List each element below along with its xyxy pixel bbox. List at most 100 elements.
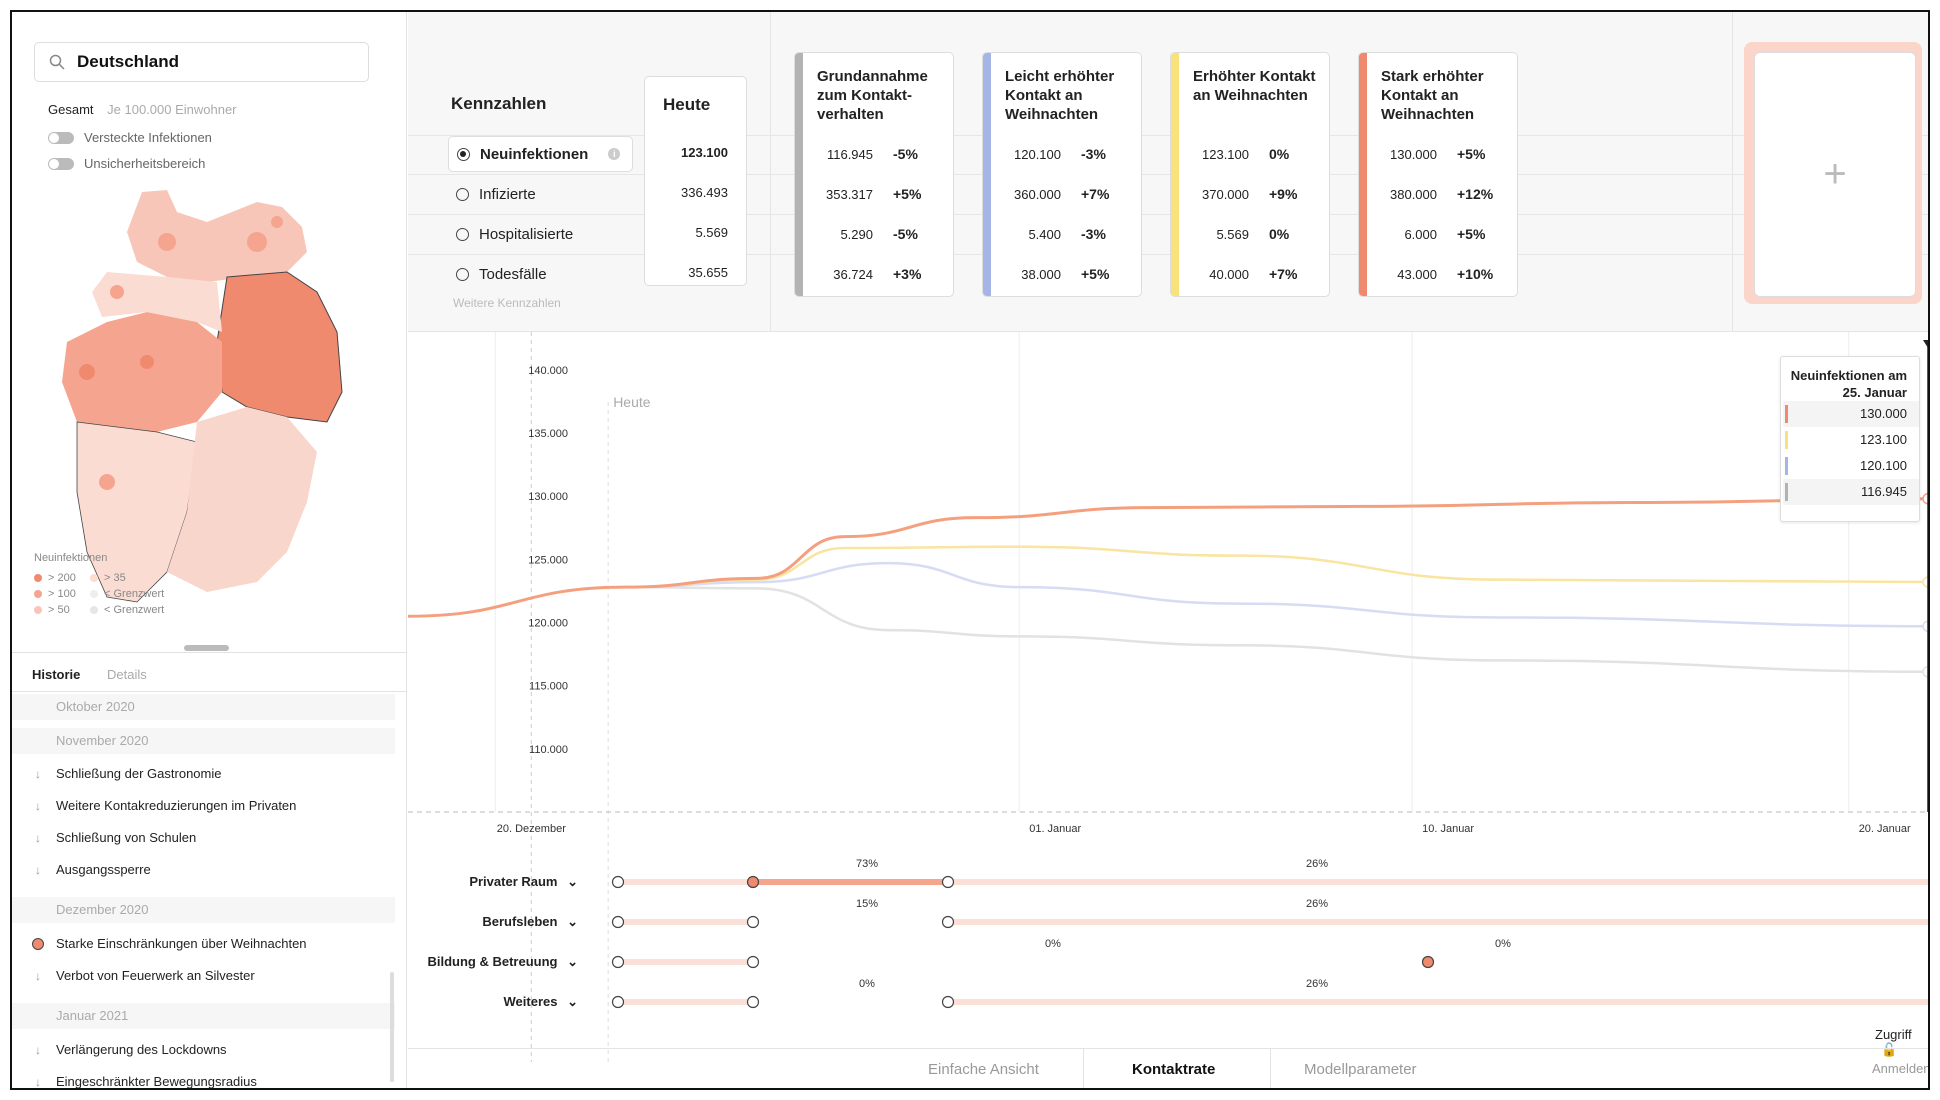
contact-handle[interactable] bbox=[746, 955, 760, 969]
list-item[interactable]: ↓ Schließung der Gastronomie bbox=[32, 766, 221, 781]
scenario-value: 380.000 bbox=[1390, 187, 1437, 202]
series-end-point[interactable] bbox=[1922, 666, 1930, 678]
access-button[interactable]: Zugriff 🔓 bbox=[1875, 1027, 1928, 1058]
contact-handle[interactable] bbox=[941, 875, 955, 889]
contact-percent-label: 0% bbox=[1495, 938, 1511, 950]
toggle-switch[interactable] bbox=[48, 131, 74, 144]
contact-handle[interactable] bbox=[746, 875, 760, 889]
scenario-change: +5% bbox=[1081, 266, 1110, 282]
map-region-southeast[interactable] bbox=[167, 407, 317, 592]
contact-handle[interactable] bbox=[1421, 955, 1435, 969]
mode-total[interactable]: Gesamt bbox=[48, 102, 94, 117]
y-tick-label: 115.000 bbox=[529, 681, 568, 693]
today-value: 5.569 bbox=[695, 225, 728, 240]
tab-simple-view[interactable]: Einfache Ansicht bbox=[928, 1061, 1039, 1078]
cursor-handle[interactable] bbox=[1923, 340, 1930, 348]
metric-option-neuinfektionen[interactable]: Neuinfektionen i bbox=[448, 136, 633, 172]
contact-handle[interactable] bbox=[611, 995, 625, 1009]
metric-option-infizierte[interactable]: Infizierte bbox=[448, 176, 536, 212]
list-item[interactable]: ↓ Verlängerung des Lockdowns bbox=[32, 1042, 227, 1057]
list-item[interactable]: ↓ Verbot von Feuerwerk an Silvester bbox=[32, 968, 255, 983]
metric-option-todesfaelle[interactable]: Todesfälle bbox=[448, 256, 547, 292]
series-line bbox=[408, 497, 1928, 618]
series-end-point[interactable] bbox=[1922, 492, 1930, 505]
map-region-center[interactable] bbox=[92, 272, 222, 332]
list-item[interactable]: ↓ Eingeschränkter Bewegungsradius bbox=[32, 1074, 257, 1088]
germany-map[interactable] bbox=[47, 182, 367, 622]
tooltip-row: 123.100 bbox=[1783, 427, 1919, 453]
mode-per-capita[interactable]: Je 100.000 Einwohner bbox=[107, 102, 237, 117]
series-end-point[interactable] bbox=[1922, 620, 1930, 633]
contact-control-label[interactable]: Berufsleben ⌄ bbox=[408, 914, 578, 930]
contact-handle[interactable] bbox=[611, 955, 625, 969]
scenario-color-bar bbox=[1359, 53, 1367, 296]
list-item[interactable]: ↓ Weitere Kontakreduzierungen im Privaten bbox=[32, 798, 296, 813]
metric-label: Neuinfektionen bbox=[480, 145, 589, 163]
list-item[interactable]: Starke Einschränkungen über Weihnachten bbox=[32, 936, 307, 951]
y-tick-label: 120.000 bbox=[528, 618, 568, 630]
contact-control-text: Berufsleben bbox=[482, 914, 558, 929]
radio-selected-icon[interactable] bbox=[457, 147, 470, 161]
list-item[interactable]: ↓ Ausgangssperre bbox=[32, 862, 151, 877]
contact-control-label[interactable]: Privater Raum ⌄ bbox=[408, 874, 578, 890]
metric-option-hospitalisierte[interactable]: Hospitalisierte bbox=[448, 216, 573, 252]
month-header: Januar 2021 bbox=[12, 1003, 395, 1029]
map-legend: Neuinfektionen > 200 > 100 > 50 > 35 < G… bbox=[34, 552, 164, 616]
bottom-tabs: Einfache Ansicht Kontaktrate Modellparam… bbox=[408, 1048, 1928, 1088]
scenario-change: -5% bbox=[893, 146, 918, 162]
contact-handle[interactable] bbox=[746, 995, 760, 1009]
radio-icon[interactable] bbox=[456, 267, 469, 281]
contact-percent-label: 26% bbox=[1306, 898, 1328, 910]
map-region-north[interactable] bbox=[127, 190, 307, 282]
more-metrics-link[interactable]: Weitere Kennzahlen bbox=[453, 296, 561, 310]
map-region-southwest[interactable] bbox=[76, 421, 198, 603]
search-input[interactable]: Deutschland bbox=[77, 52, 180, 71]
contact-handle[interactable] bbox=[941, 915, 955, 929]
scenario-card[interactable]: Stark erhöhter Kontakt an Weihnachten 130… bbox=[1358, 52, 1518, 297]
search-field[interactable]: Deutschland bbox=[34, 42, 369, 82]
legend-item: < Grenzwert bbox=[90, 588, 164, 600]
list-item[interactable]: ↓ Schließung von Schulen bbox=[32, 830, 196, 845]
contact-control-label[interactable]: Bildung & Betreuung ⌄ bbox=[408, 954, 578, 970]
today-card: Heute 123.100 336.493 5.569 35.655 bbox=[644, 76, 747, 286]
scenario-value: 5.569 bbox=[1216, 227, 1249, 242]
map-region-west[interactable] bbox=[62, 312, 222, 432]
chevron-down-icon[interactable]: ⌄ bbox=[563, 874, 578, 889]
scrollbar[interactable] bbox=[390, 972, 394, 1082]
radio-icon[interactable] bbox=[456, 227, 469, 241]
add-scenario-button[interactable]: + bbox=[1754, 52, 1916, 297]
map-region-east[interactable] bbox=[216, 271, 343, 423]
tab-contact-rate[interactable]: Kontaktrate bbox=[1132, 1061, 1216, 1078]
tab-history[interactable]: Historie bbox=[32, 667, 81, 682]
tab-details[interactable]: Details bbox=[107, 667, 147, 682]
scenario-change: +5% bbox=[893, 186, 922, 202]
toggle-switch[interactable] bbox=[48, 157, 74, 170]
chevron-down-icon[interactable]: ⌄ bbox=[563, 994, 578, 1009]
contact-handle[interactable] bbox=[941, 995, 955, 1009]
chevron-down-icon[interactable]: ⌄ bbox=[563, 954, 578, 969]
contact-handle[interactable] bbox=[746, 915, 760, 929]
toggle-hidden-infections[interactable]: Versteckte Infektionen bbox=[48, 130, 212, 145]
toggle-uncertainty[interactable]: Unsicherheitsbereich bbox=[48, 156, 205, 171]
scenario-card[interactable]: Leicht erhöhter Kontakt an Weihnachten 12… bbox=[982, 52, 1142, 297]
contact-control-label[interactable]: Weiteres ⌄ bbox=[408, 994, 578, 1010]
metric-label: Todesfälle bbox=[479, 265, 547, 283]
contact-handle[interactable] bbox=[611, 915, 625, 929]
scenario-color-bar bbox=[983, 53, 991, 296]
scenario-card[interactable]: Grundannahme zum Kontakt-verhalten 116.94… bbox=[794, 52, 954, 297]
forecast-chart[interactable]: Heute 140.000 135.000 130.000 125.000 120.000… bbox=[408, 332, 1930, 1062]
scenario-change: 0% bbox=[1269, 146, 1290, 162]
series-line bbox=[626, 545, 1928, 589]
radio-icon[interactable] bbox=[456, 187, 469, 201]
x-tick-label: 20. Dezember bbox=[497, 823, 566, 835]
info-icon[interactable]: i bbox=[608, 148, 621, 160]
resize-handle[interactable] bbox=[184, 645, 229, 651]
chevron-down-icon[interactable]: ⌄ bbox=[563, 914, 578, 929]
login-link[interactable]: Anmelden bbox=[1872, 1061, 1930, 1076]
series-end-point[interactable] bbox=[1922, 576, 1930, 588]
scenario-card[interactable]: Erhöhter Kontakt an Weihnachten 123.100 0%… bbox=[1170, 52, 1330, 297]
scenario-change: +7% bbox=[1081, 186, 1110, 202]
contact-handle[interactable] bbox=[611, 875, 625, 889]
y-tick-label: 135.000 bbox=[528, 428, 568, 440]
tab-model-parameters[interactable]: Modellparameter bbox=[1304, 1061, 1417, 1078]
